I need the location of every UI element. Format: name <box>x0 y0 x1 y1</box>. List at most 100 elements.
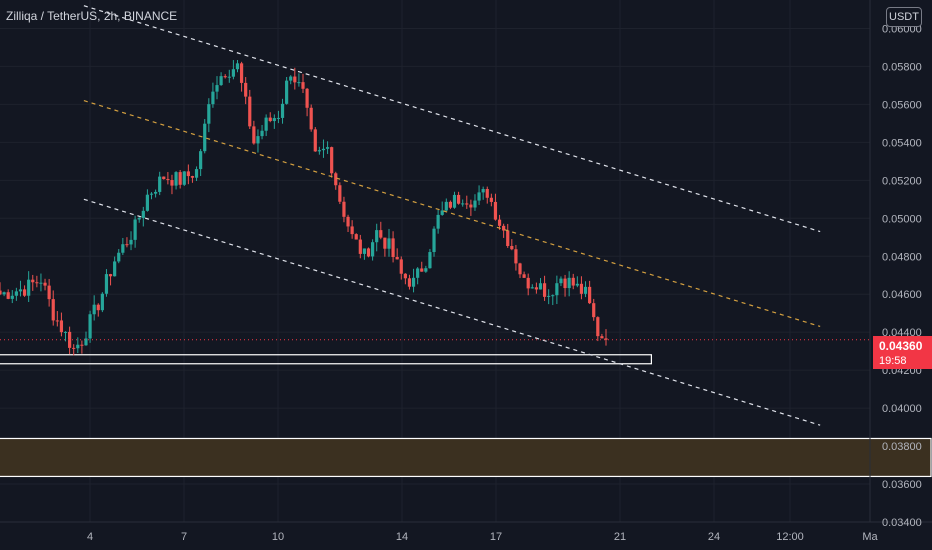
candle-body <box>0 290 2 295</box>
time-tick-label: 14 <box>396 531 408 543</box>
candle-body <box>18 289 23 292</box>
candle-body <box>461 203 465 205</box>
candle-body <box>182 171 186 185</box>
candle-body <box>563 278 567 289</box>
candle-body <box>35 282 39 284</box>
candle-body <box>51 299 55 321</box>
candle-body <box>309 107 313 130</box>
price-tick-label: 0.05200 <box>882 175 922 187</box>
symbol-title: Zilliqa / TetherUS, 2h, BINANCE <box>6 9 178 23</box>
candle-body <box>358 239 362 254</box>
price-tick-label: 0.05800 <box>882 61 922 73</box>
candle-body <box>588 286 592 304</box>
candle-body <box>362 248 367 254</box>
candle-body <box>514 249 518 264</box>
candle-body <box>567 277 571 289</box>
currency-button[interactable]: USDT <box>886 7 922 27</box>
candle-body <box>424 268 428 272</box>
bar-countdown: 19:58 <box>879 355 907 367</box>
candles <box>0 59 608 356</box>
candle-body <box>522 274 526 278</box>
candle-body <box>207 104 211 124</box>
candle-body <box>80 344 84 346</box>
candle-body <box>149 193 154 195</box>
price-tick-label: 0.03600 <box>882 479 922 491</box>
candle-body <box>530 287 534 289</box>
candle-body <box>428 252 432 269</box>
candle-body <box>137 217 141 220</box>
candle-body <box>244 82 248 97</box>
candle-body <box>227 76 231 78</box>
candle-body <box>559 278 563 284</box>
candle-body <box>235 63 240 70</box>
candle-body <box>604 338 608 340</box>
candle-body <box>592 303 596 318</box>
candle-body <box>538 283 543 290</box>
candle-body <box>366 248 371 257</box>
candle-body <box>276 117 281 119</box>
candle-body <box>571 277 575 286</box>
candle-body <box>55 320 59 322</box>
candle-body <box>186 171 190 177</box>
candle-body <box>465 203 469 205</box>
candle-body <box>248 96 252 127</box>
candle-body <box>502 225 506 231</box>
time-tick-label: 7 <box>181 531 187 543</box>
last-price-badge: 0.04360 19:58 <box>873 336 932 369</box>
candle-body <box>350 226 354 235</box>
time-tick-label: 10 <box>272 531 284 543</box>
candle-body <box>260 130 264 137</box>
candle-body <box>231 69 235 77</box>
candle-body <box>22 289 27 296</box>
candle-body <box>280 103 285 118</box>
candle-body <box>473 200 477 208</box>
candle-body <box>489 197 493 202</box>
candle-body <box>542 283 547 297</box>
candle-body <box>203 123 207 152</box>
candle-body <box>510 245 514 250</box>
candle-body <box>268 117 272 122</box>
candle-body <box>113 261 117 277</box>
candle-body <box>399 259 403 274</box>
candle-body <box>223 76 227 78</box>
candle-body <box>153 191 158 194</box>
candle-body <box>321 148 326 151</box>
candle-body <box>534 287 538 290</box>
candle-body <box>395 257 399 260</box>
candle-body <box>125 244 129 246</box>
channel-upper-line <box>83 5 821 233</box>
candle-body <box>2 292 6 295</box>
candle-body <box>63 331 68 333</box>
candle-body <box>575 283 579 286</box>
candle-body <box>469 204 473 208</box>
price-tick-label: 0.05400 <box>882 137 922 149</box>
candle-body <box>96 304 100 311</box>
candle-body <box>444 201 448 211</box>
candle-body <box>27 279 31 296</box>
candle-body <box>301 82 305 89</box>
price-tick-label: 0.04000 <box>882 403 922 415</box>
candle-body <box>387 238 391 249</box>
time-axis-ticks: 4 7 10 14 17 21 24 12:00 Ma <box>87 531 879 543</box>
price-tick-label: 0.04800 <box>882 251 922 263</box>
price-tick-label: 0.05600 <box>882 99 922 111</box>
candle-body <box>166 179 170 181</box>
candle-body <box>518 263 522 275</box>
candle-body <box>551 295 555 297</box>
price-axis-ticks: 0.034000.036000.038000.040000.042000.044… <box>882 23 922 529</box>
candle-body <box>411 277 416 287</box>
candle-body <box>76 344 80 349</box>
support-zones <box>0 354 932 478</box>
candle-body <box>354 234 358 240</box>
candle-body <box>211 91 215 105</box>
candle-body <box>342 201 346 217</box>
candle-body <box>162 176 166 180</box>
candle-body <box>297 82 301 84</box>
candle-body <box>493 201 498 220</box>
channel-lower-line <box>83 198 821 426</box>
candle-body <box>497 219 502 226</box>
axes <box>0 0 932 523</box>
candle-body <box>371 242 375 257</box>
